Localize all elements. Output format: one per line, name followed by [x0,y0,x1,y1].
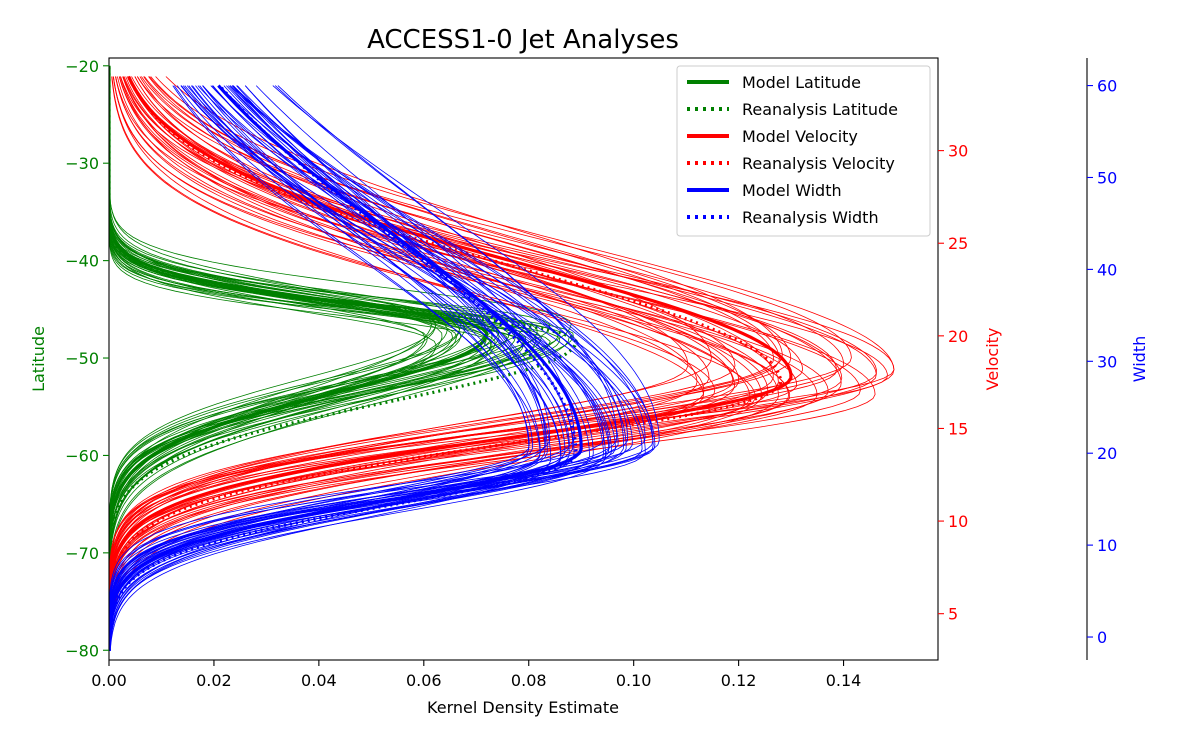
latitude-tick-label: −80 [65,641,99,660]
series-line-model-velocity [109,75,793,647]
ensemble-member-line [109,85,541,651]
width-axis-label: Width [1130,336,1149,382]
width-tick-label: 60 [1097,77,1117,96]
width-tick-label: 10 [1097,536,1117,555]
ensemble-member-line [109,85,654,651]
velocity-tick-label: 30 [948,142,968,161]
ensemble-member-line [109,85,604,651]
ensemble-member-line [109,76,844,647]
legend-label-model-latitude: Model Latitude [742,73,861,92]
velocity-axis: 5 10 15 20 25 30 [938,142,968,624]
velocity-tick-label: 10 [948,512,968,531]
ensemble-member-line [109,76,790,648]
ensemble-member-line [109,85,625,651]
latitude-tick-label: −60 [65,446,99,465]
width-axis: 0 10 20 30 40 50 60 [1087,77,1117,647]
latitude-tick-label: −50 [65,349,99,368]
latitude-tick-label: −40 [65,252,99,271]
ensemble-member-line [109,76,716,647]
legend-label-reanalysis-width: Reanalysis Width [742,208,879,227]
width-tick-label: 20 [1097,444,1117,463]
ensemble-member-line [109,85,594,651]
velocity-tick-label: 25 [948,234,968,253]
latitude-tick-label: −30 [65,154,99,173]
ensemble-member-line [109,85,619,651]
ensemble-member-line [109,85,612,651]
ensemble-member-line [109,76,734,647]
ensemble-member-line [109,76,842,648]
ensemble-member-line [109,85,618,651]
legend: Model Latitude Reanalysis Latitude Model… [676,65,931,237]
legend-label-model-width: Model Width [742,181,842,200]
legend-box [676,65,931,237]
ensemble-member-line [109,76,876,648]
x-tick-label: 0.04 [301,671,337,690]
velocity-tick-label: 5 [948,605,958,624]
ensemble-member-line [109,85,552,651]
ensemble-member-line [109,85,610,651]
ensemble-member-line [109,85,570,651]
ensemble-member-line [109,76,704,647]
velocity-tick-label: 15 [948,419,968,438]
ensemble-member-line [109,85,548,651]
ensemble-member-line [109,76,712,647]
chart-title: ACCESS1-0 Jet Analyses [367,25,679,55]
x-tick-label: 0.02 [196,671,232,690]
x-axis: 0.00 0.02 0.04 0.06 0.08 0.10 0.12 0.14 [91,660,861,690]
width-tick-label: 40 [1097,260,1117,279]
ensemble-member-line [109,76,710,647]
ensemble-member-line [109,76,780,647]
latitude-tick-label: −70 [65,544,99,563]
x-tick-label: 0.06 [406,671,442,690]
x-tick-label: 0.10 [616,671,652,690]
ensemble-member-line [109,65,551,651]
ensemble-member-line [109,85,551,651]
latitude-axis-label: Latitude [29,326,48,392]
ensemble-member-line [109,85,656,651]
velocity-tick-label: 20 [948,327,968,346]
ensemble-member-line [109,76,736,647]
width-tick-label: 30 [1097,352,1117,371]
ensemble-member-line [109,76,779,648]
legend-label-reanalysis-latitude: Reanalysis Latitude [742,100,898,119]
ensemble-member-line [109,76,775,647]
ensemble-member-line [109,85,562,651]
legend-label-model-velocity: Model Velocity [742,127,858,146]
ensemble-member-line [109,76,705,647]
legend-label-reanalysis-velocity: Reanalysis Velocity [742,154,895,173]
ensemble-member-line [109,85,627,651]
ensemble-member-line [109,85,616,651]
x-tick-label: 0.08 [511,671,547,690]
ensemble-member-line [109,85,643,651]
latitude-tick-label: −20 [65,57,99,76]
velocity-axis-label: Velocity [983,328,1002,391]
series-line-reanalysis-width [109,84,578,651]
width-tick-label: 50 [1097,168,1117,187]
series-line-reanalysis-velocity [109,75,783,648]
x-axis-label: Kernel Density Estimate [427,698,619,717]
latitude-axis: −20 −30 −40 −50 −60 −70 −80 [65,57,109,660]
ensemble-member-line [109,85,633,651]
ensemble-member-line [109,65,437,651]
series-line-model-width [109,84,583,651]
ensemble-member-line [109,85,530,651]
width-tick-label: 0 [1097,628,1107,647]
series-line-reanalysis-latitude [109,65,578,651]
ensemble-member-line [109,65,572,651]
x-tick-label: 0.12 [721,671,757,690]
ensemble-member-line [109,76,735,647]
ensemble-member-line [109,85,604,651]
x-tick-label: 0.00 [91,671,127,690]
plot-frame [108,57,939,661]
x-tick-label: 0.14 [826,671,862,690]
ensemble-member-line [109,85,606,651]
ensemble-member-line [109,76,877,647]
ensemble-member-line [109,85,570,651]
ensemble-member-line [109,85,660,651]
ensemble-member-line [109,65,510,651]
